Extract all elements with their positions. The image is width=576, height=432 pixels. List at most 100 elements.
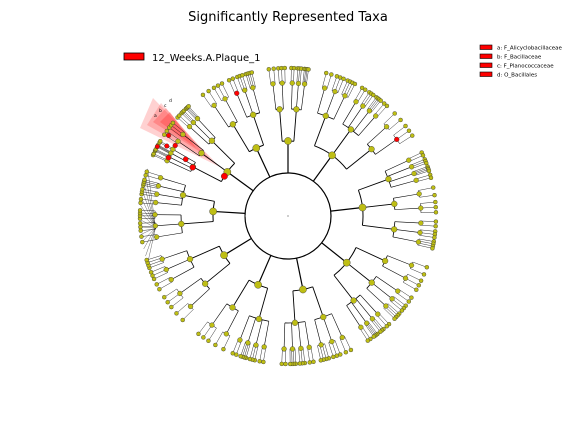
clade-branch-110 (418, 187, 434, 191)
clade-branch-78 (375, 139, 397, 155)
clade-branch-288 (146, 255, 162, 261)
taxon-node-292 (226, 78, 232, 83)
taxa-legend-swatch-b (479, 53, 493, 59)
taxon-node-191 (220, 251, 228, 259)
clade-branch-418 (140, 204, 156, 228)
clade-branch-111 (419, 194, 435, 198)
taxon-node-200 (186, 255, 194, 263)
clade-branch-187 (312, 286, 324, 318)
taxon-node-259 (158, 138, 163, 144)
clade-branch-80 (393, 125, 406, 136)
taxon-node-133 (358, 324, 364, 330)
clade-branch-409 (251, 72, 256, 88)
clade-branch-321 (143, 185, 158, 189)
taxon-node-188 (206, 338, 211, 343)
clade-branch-140 (412, 261, 427, 268)
taxon-node-231 (154, 191, 160, 197)
taxon-node-272 (190, 119, 197, 126)
clade-branch-388 (224, 98, 238, 122)
clade-branch-40 (325, 91, 336, 116)
taxon-node-262 (162, 132, 167, 137)
clade-branch-168 (378, 313, 390, 325)
enriched-taxon-node-56 (394, 136, 400, 143)
enriched-taxon-node-303 (220, 172, 228, 180)
clade-branch-157 (390, 300, 403, 311)
taxon-node-242 (144, 169, 149, 174)
taxon-node-182 (230, 351, 235, 356)
clade-arc-0 (244, 172, 332, 260)
taxon-node-263 (164, 128, 170, 134)
clade-branch-287 (147, 257, 162, 263)
taxon-node-89 (417, 229, 423, 236)
taxon-node-87 (433, 219, 439, 224)
clade-branch-274 (171, 266, 195, 280)
taxon-node-111 (389, 296, 395, 302)
taxon-node-92 (432, 235, 437, 240)
clade-branch-96 (389, 173, 415, 183)
class-legend: 12_Weeks.A.Plaque_1 (123, 52, 261, 64)
clade-branch-55 (354, 87, 363, 101)
clade-branch-62 (353, 110, 370, 132)
clade-branch-319 (158, 185, 184, 193)
taxon-node-120 (350, 297, 357, 304)
clade-branch-233 (255, 319, 263, 346)
taxon-node-132 (371, 334, 376, 339)
taxon-node-58 (406, 128, 412, 133)
taxon-node-8 (282, 65, 288, 71)
clade-branch-412 (143, 227, 156, 250)
taxon-node-104 (418, 278, 424, 283)
taxon-node-23 (322, 112, 329, 119)
clade-branch-380 (255, 147, 271, 178)
taxon-node-190 (196, 331, 201, 337)
clade-branch-39 (326, 74, 332, 89)
taxon-node-212 (144, 257, 149, 263)
taxon-node-269 (186, 124, 193, 130)
taxon-node-183 (229, 304, 236, 311)
clade-branch-38 (322, 72, 327, 88)
taxon-node-40 (360, 103, 366, 109)
enriched-taxon-node-308 (164, 143, 170, 149)
clade-branch-225 (257, 255, 272, 286)
taxon-node-107 (368, 279, 375, 286)
taxon-node-186 (213, 342, 218, 348)
taxon-node-218 (152, 223, 158, 229)
clade-branch-70 (374, 103, 385, 116)
taxon-node-194 (180, 317, 185, 323)
clade-branch-181 (346, 305, 362, 328)
taxon-node-195 (174, 311, 179, 316)
highlight-wedge-a (160, 112, 196, 148)
clade-branch-74 (367, 126, 387, 145)
taxon-node-241 (143, 173, 148, 178)
clade-branch-65 (368, 98, 379, 111)
clade-branch-362 (172, 122, 185, 133)
clade-branch-193 (322, 316, 333, 342)
taxon-node-286 (222, 96, 228, 102)
clade-branch-131 (418, 240, 434, 245)
clade-branch-217 (294, 348, 297, 364)
clade-branch-162 (385, 306, 397, 318)
taxon-node-150 (291, 319, 299, 326)
taxon-node-54 (392, 111, 397, 116)
taxon-node-280 (186, 104, 191, 109)
clade-branch-246 (236, 340, 242, 355)
clade-branch-261 (204, 263, 231, 285)
taxon-node-239 (142, 177, 147, 183)
clade-branch-386 (202, 94, 212, 108)
taxon-node-135 (365, 338, 370, 343)
clade-branch-308 (182, 194, 215, 202)
clade-branch-398 (232, 78, 239, 93)
clade-branch-53 (342, 101, 357, 125)
taxon-node-227 (179, 192, 187, 199)
taxon-node-215 (154, 234, 160, 240)
clade-branch-49 (345, 82, 353, 97)
clade-branch-202 (319, 345, 324, 360)
clade-branch-172 (373, 317, 384, 330)
taxon-node-64 (420, 153, 426, 158)
clade-branch-371 (181, 112, 193, 124)
taxon-node-105 (416, 283, 421, 288)
enriched-taxon-node-304 (189, 164, 196, 171)
clade-branch-241 (244, 342, 249, 358)
clade-branch-286 (148, 260, 163, 266)
taxon-node-289 (219, 81, 225, 86)
taxon-node-290 (250, 111, 257, 118)
